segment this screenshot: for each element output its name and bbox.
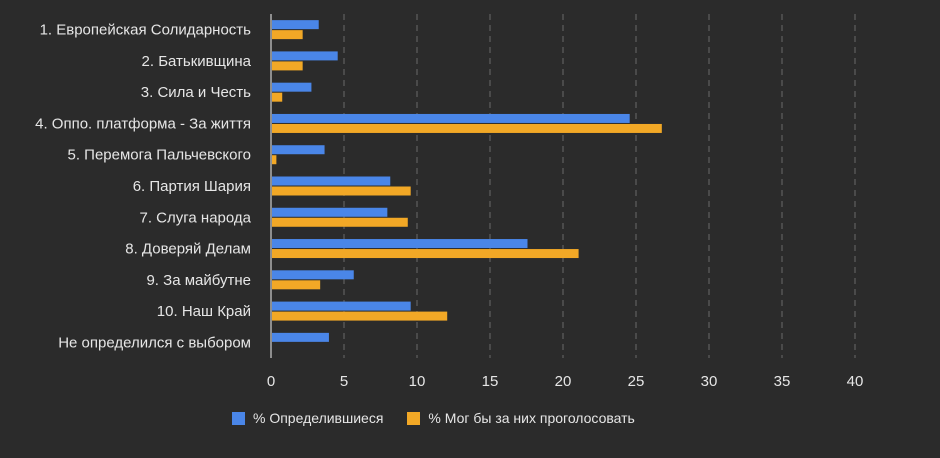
bar-series-2 [272, 249, 579, 259]
bar-series-1 [272, 332, 329, 342]
bar-series-2 [272, 155, 277, 165]
x-tick-label: 35 [774, 373, 791, 390]
legend-item-series-2: % Мог бы за них проголосовать [407, 410, 635, 426]
y-tick-label: 3. Сила и Честь [141, 84, 251, 101]
y-tick-label: 4. Оппо. платформа - За життя [35, 115, 251, 132]
y-tick-label: 1. Европейская Солидарность [40, 22, 252, 39]
y-tick-label: 10. Наш Край [157, 303, 251, 320]
bar-series-2 [272, 311, 448, 321]
y-tick-label: 6. Партия Шария [133, 178, 251, 195]
bar-series-2 [272, 123, 662, 133]
y-tick-label: 7. Слуга народа [140, 209, 252, 226]
bar-series-2 [272, 280, 321, 290]
x-tick-label: 20 [555, 373, 572, 390]
bar-series-2 [272, 186, 411, 196]
bar-series-1 [272, 207, 388, 217]
legend-item-series-1: % Определившиеся [232, 410, 383, 426]
bar-series-1 [272, 82, 312, 92]
x-tick-label: 0 [267, 373, 275, 390]
y-tick-label: 9. За майбутне [146, 272, 251, 289]
bar-series-2 [272, 61, 303, 71]
x-tick-label: 40 [847, 373, 864, 390]
bar-series-1 [272, 270, 354, 280]
bar-series-1 [272, 145, 325, 155]
x-tick-label: 5 [340, 373, 348, 390]
chart-legend: % Определившиеся % Мог бы за них проголо… [232, 410, 635, 426]
legend-label-series-2: % Мог бы за них проголосовать [428, 410, 635, 426]
bar-series-1 [272, 113, 630, 123]
bar-series-2 [272, 30, 303, 40]
bar-series-2 [272, 92, 283, 102]
x-tick-label: 25 [628, 373, 645, 390]
legend-label-series-1: % Определившиеся [253, 410, 384, 426]
legend-swatch-series-1 [232, 411, 245, 425]
bar-series-1 [272, 301, 411, 311]
bar-series-1 [272, 239, 528, 249]
x-tick-label: 15 [482, 373, 499, 390]
y-tick-label: 8. Доверяй Делам [125, 241, 251, 258]
y-tick-label: Не определился с выбором [58, 334, 251, 351]
y-tick-label: 5. Перемога Пальчевского [68, 147, 252, 164]
x-tick-label: 30 [701, 373, 718, 390]
legend-swatch-series-2 [407, 411, 421, 425]
bar-series-1 [272, 20, 319, 30]
y-tick-label: 2. Батькивщина [142, 53, 252, 70]
bar-series-1 [272, 51, 338, 61]
bar-series-1 [272, 176, 391, 186]
x-tick-label: 10 [409, 373, 426, 390]
bar-series-2 [272, 217, 408, 227]
